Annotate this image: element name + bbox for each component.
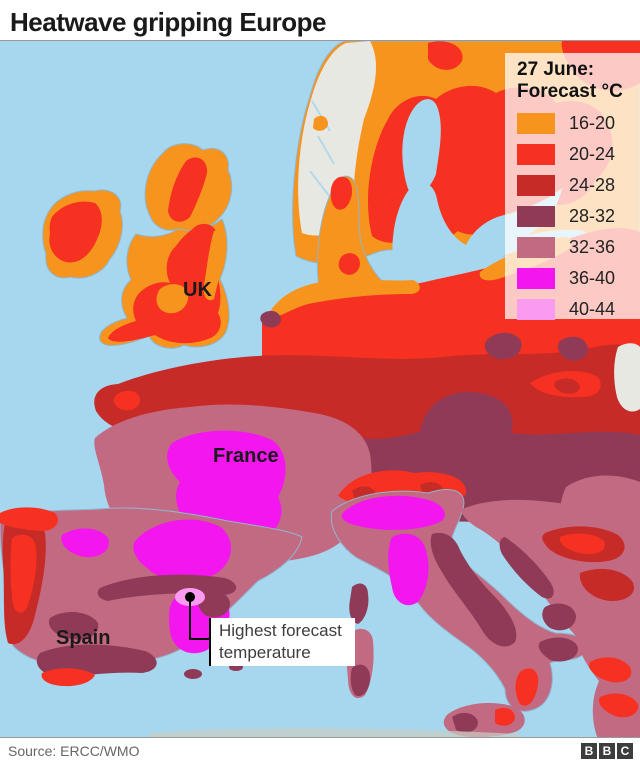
label-france: France bbox=[213, 445, 279, 467]
page-title: Heatwave gripping Europe bbox=[10, 7, 326, 37]
header: Heatwave gripping Europe bbox=[0, 0, 640, 40]
legend-rows: 16-20 20-24 24-28 28-32 32-36 36-40 40-44 bbox=[517, 113, 640, 320]
legend-range-label: 16-20 bbox=[569, 113, 616, 133]
legend-swatch bbox=[517, 268, 555, 289]
legend-range-label: 32-36 bbox=[569, 237, 616, 257]
source-credit: Source: ERCC/WMO bbox=[8, 743, 140, 759]
label-uk: UK bbox=[183, 279, 212, 301]
region-east-nodata bbox=[614, 343, 640, 412]
annotation-connector-horizontal bbox=[189, 638, 210, 640]
legend-item: 24-28 bbox=[517, 175, 640, 196]
bbc-logo-block: B bbox=[599, 743, 615, 759]
legend-range-label: 20-24 bbox=[569, 144, 616, 164]
annotation-line1: Highest forecast bbox=[219, 621, 342, 640]
legend-swatch bbox=[517, 206, 555, 227]
annotation-connector-vertical bbox=[189, 601, 191, 640]
annotation-callout: Highest forecast temperature bbox=[209, 618, 355, 666]
region-baltic-sea bbox=[392, 182, 481, 289]
legend-item: 16-20 bbox=[517, 113, 640, 134]
legend-title-line1: 27 June: bbox=[517, 59, 595, 80]
legend-item: 28-32 bbox=[517, 206, 640, 227]
legend-range-label: 36-40 bbox=[569, 268, 616, 288]
region-norway-nodata bbox=[298, 41, 377, 236]
legend-swatch bbox=[517, 175, 555, 196]
europe-heat-map: 27 June: Forecast °C 16-20 20-24 24-28 28-3… bbox=[0, 40, 640, 738]
legend-range-label: 28-32 bbox=[569, 206, 616, 226]
region-spain-hot-ne bbox=[133, 519, 232, 581]
legend-item: 36-40 bbox=[517, 268, 640, 289]
bbc-logo-block: B bbox=[581, 743, 597, 759]
legend-title-line2: Forecast °C bbox=[517, 81, 623, 102]
bbc-logo-block: C bbox=[617, 743, 633, 759]
annotation-line2: temperature bbox=[219, 643, 311, 662]
legend-swatch bbox=[517, 237, 555, 258]
legend: 27 June: Forecast °C 16-20 20-24 24-28 28-3… bbox=[505, 53, 640, 320]
bbc-logo: B B C bbox=[581, 743, 633, 759]
region-england-red bbox=[108, 223, 221, 344]
legend-swatch bbox=[517, 144, 555, 165]
legend-item: 40-44 bbox=[517, 299, 640, 320]
legend-range-label: 24-28 bbox=[569, 175, 616, 195]
legend-swatch bbox=[517, 113, 555, 134]
region-po-valley-hot bbox=[341, 495, 445, 530]
label-spain: Spain bbox=[56, 627, 111, 649]
legend-item: 20-24 bbox=[517, 144, 640, 165]
legend-swatch bbox=[517, 299, 555, 320]
footer: Source: ERCC/WMO B B C bbox=[0, 738, 640, 764]
legend-item: 32-36 bbox=[517, 237, 640, 258]
highest-temp-marker bbox=[185, 592, 195, 602]
legend-range-label: 40-44 bbox=[569, 299, 616, 319]
